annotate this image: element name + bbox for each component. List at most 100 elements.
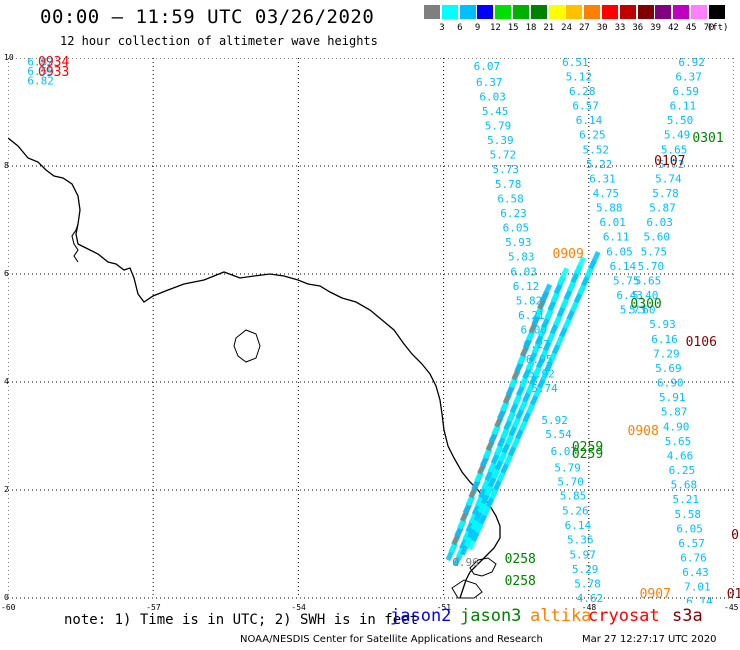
legend-value-label: 9 xyxy=(474,23,481,33)
longitude-tick-label: -57 xyxy=(146,603,161,612)
wave-height-label: 6.05 xyxy=(503,222,530,235)
wave-height-label: 6.14 xyxy=(610,260,637,273)
legend-swatch xyxy=(584,5,601,19)
longitude-tick-label: -54 xyxy=(291,603,306,612)
wave-height-label: 6.43 xyxy=(682,566,709,579)
pass-time-label: 0300 xyxy=(630,296,662,312)
wave-height-label: 7.29 xyxy=(653,347,680,360)
pass-time-label: 0908 xyxy=(627,424,659,440)
pass-time-label: 0301 xyxy=(692,131,724,146)
dense-track-segment xyxy=(573,256,587,275)
coastline-river-inlet xyxy=(71,223,79,263)
dense-track-segment xyxy=(539,283,553,302)
wave-height-label: 5.72 xyxy=(490,149,516,162)
wave-height-label: 6.14 xyxy=(686,595,713,603)
wave-height-label: 6.59 xyxy=(673,85,700,98)
wave-height-label: 5.52 xyxy=(583,143,610,156)
legend-value-label: 42 xyxy=(667,23,679,33)
wave-height-label: 5.74 xyxy=(531,382,558,395)
legend-swatch xyxy=(619,5,636,19)
wave-height-label: 6.92 xyxy=(678,58,705,69)
legend-value-label: 24 xyxy=(561,23,573,33)
legend-value-label: 12 xyxy=(489,23,501,33)
wave-height-label: 4.75 xyxy=(593,187,620,200)
wave-height-label: 6.21 xyxy=(518,309,545,322)
wave-height-label: 6.05 xyxy=(676,522,703,535)
dense-track-group xyxy=(445,251,601,567)
wave-height-label: 6.37 xyxy=(675,70,702,83)
legend-value-label: 21 xyxy=(543,23,555,33)
longitude-tick-label: -60 xyxy=(1,603,16,612)
legend-value-label: 27 xyxy=(578,23,590,33)
pass-time-label: 0259 xyxy=(571,446,604,462)
longitude-tick-label: -45 xyxy=(724,603,739,612)
legend-swatch xyxy=(566,5,583,19)
wave-height-label: 6.76 xyxy=(680,552,707,565)
coastline xyxy=(8,137,501,599)
latitude-tick-label: 10 xyxy=(4,53,14,62)
wave-height-label: 4.90 xyxy=(663,420,690,433)
generated-timestamp: Mar 27 12:27:17 UTC 2020 xyxy=(582,634,717,645)
legend-swatch xyxy=(477,5,494,19)
wave-height-labels: 6.826.556.826.076.376.035.455.795.395.72… xyxy=(27,58,713,603)
wave-height-label: 6.27 xyxy=(523,338,550,351)
latitude-tick-label: 4 xyxy=(4,377,9,386)
legend-swatch xyxy=(637,5,654,19)
wave-height-label: 0.96 xyxy=(452,556,479,569)
legend-swatch xyxy=(655,5,672,19)
legend-value-label: 30 xyxy=(596,23,608,33)
wave-height-label: 5.60 xyxy=(643,231,670,244)
wave-height-label: 5.40 xyxy=(632,289,659,302)
wave-height-label: 6.55 xyxy=(27,65,54,78)
pass-time-label: 0106 xyxy=(685,335,717,351)
legend-unit: (ft) xyxy=(706,23,729,33)
wave-height-label: 5.78 xyxy=(495,178,522,191)
wave-height-label: 6.82 xyxy=(27,58,54,68)
wave-height-label: 5.73 xyxy=(492,163,519,176)
satellite-legend-entry: altika xyxy=(530,606,592,626)
wave-height-label: 5.92 xyxy=(528,367,555,380)
map-plot: 6.826.556.826.076.376.035.455.795.395.72… xyxy=(8,58,734,603)
wave-height-label: 6.25 xyxy=(669,464,696,477)
island-delta-2 xyxy=(451,579,483,599)
latitude-tick-label: 2 xyxy=(4,485,9,494)
pass-time-label: 0933 xyxy=(38,65,70,81)
wave-height-label: 6.57 xyxy=(678,537,705,550)
wave-height-label: 6.51 xyxy=(562,58,589,69)
wave-height-label: 6.07 xyxy=(474,60,501,73)
wave-height-label: 6.03 xyxy=(646,216,673,229)
wave-height-label: 5.85 xyxy=(560,489,587,502)
wave-height-label: 5.22 xyxy=(586,158,613,171)
wave-height-label: 7.01 xyxy=(684,581,711,594)
latitude-tick-label: 6 xyxy=(4,269,9,278)
wave-height-label: 6.82 xyxy=(27,75,54,88)
dense-track-segment xyxy=(588,251,601,270)
legend-swatch xyxy=(513,5,529,19)
wave-height-label: 6.14 xyxy=(565,519,592,532)
wave-height-label: 5.87 xyxy=(649,202,676,215)
wave-height-label: 6.11 xyxy=(603,231,630,244)
pass-time-label: 0259 xyxy=(571,440,604,456)
wave-height-label: 5.91 xyxy=(659,391,686,404)
wave-height-label: 6.28 xyxy=(569,85,596,98)
satellite-legend-entry: cryosat xyxy=(588,606,660,626)
wave-height-label: 5.87 xyxy=(661,406,688,419)
dense-track-segment xyxy=(556,267,570,286)
wave-height-label: 5.82 xyxy=(516,294,543,307)
wave-height-label: 6.14 xyxy=(576,114,603,127)
wave-height-label: 5.69 xyxy=(655,362,682,375)
island-lake xyxy=(233,329,261,363)
legend-swatch xyxy=(548,5,565,19)
wave-height-label: 6.37 xyxy=(476,76,503,89)
wave-height-label: 5.83 xyxy=(508,251,535,264)
wave-height-label: 5.75 xyxy=(613,274,640,287)
pass-time-label: 010 xyxy=(726,586,740,602)
wave-height-label: 5.74 xyxy=(655,172,682,185)
legend-swatch xyxy=(691,5,707,19)
credit-line: NOAA/NESDIS Center for Satellite Applica… xyxy=(240,634,543,645)
wave-height-label: 6.31 xyxy=(589,172,616,185)
legend-value-label: 3 xyxy=(439,23,445,33)
pass-time-label: 0105 xyxy=(731,527,740,543)
pass-time-label: 0258 xyxy=(504,573,536,589)
legend-value-label: 15 xyxy=(507,23,519,33)
